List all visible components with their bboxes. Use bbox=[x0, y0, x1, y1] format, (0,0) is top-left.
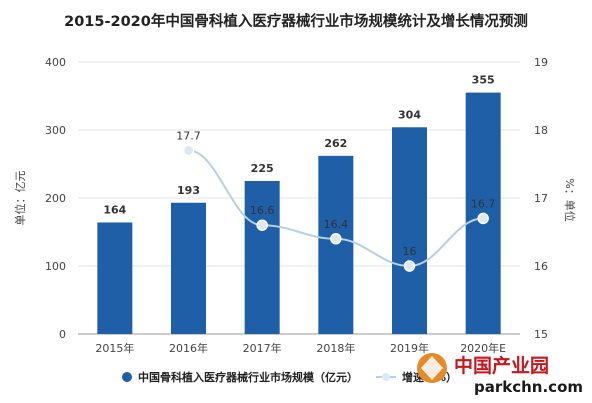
growth-point bbox=[256, 219, 268, 231]
bar-value-label: 355 bbox=[472, 74, 495, 87]
x-tick-label: 2015年 bbox=[95, 341, 134, 355]
bar bbox=[318, 155, 354, 334]
y-tick-label: 0 bbox=[59, 328, 66, 341]
bar bbox=[392, 127, 427, 334]
growth-point bbox=[403, 260, 416, 272]
legend-line-point bbox=[382, 373, 390, 381]
growth-value-label: 16.4 bbox=[324, 218, 349, 231]
bar-value-label: 304 bbox=[398, 108, 421, 121]
growth-value-label: 16.6 bbox=[250, 204, 275, 217]
y-tick-label: 200 bbox=[45, 192, 66, 205]
logo-url: parkchn.com bbox=[474, 378, 583, 396]
y-axis-label: 单位：亿元 bbox=[13, 171, 27, 226]
logo-text: 中国产业园 bbox=[454, 354, 549, 377]
x-tick-label: 2018年 bbox=[316, 341, 355, 355]
x-tick-label: 2019年 bbox=[390, 341, 429, 355]
growth-point bbox=[182, 144, 195, 157]
legend: 中国骨科植入医疗器械行业市场规模（亿元）增速（%） bbox=[122, 370, 457, 384]
y2-tick-label: 19 bbox=[534, 56, 548, 69]
y2-tick-label: 15 bbox=[534, 328, 548, 341]
logo: 中国产业园 parkchn.com bbox=[417, 353, 583, 396]
growth-value-label: 16.7 bbox=[471, 197, 496, 210]
growth-value-label: 16 bbox=[403, 245, 417, 258]
logo-icon-mark bbox=[421, 356, 443, 380]
y2-axis-label: %：单位 bbox=[563, 178, 577, 221]
bar-value-label: 164 bbox=[103, 203, 126, 216]
x-tick-label: 2020年E bbox=[460, 341, 506, 355]
axes: 0 100 200 300 400 15 16 17 18 19 2015年 2016年 2017年 20… bbox=[45, 56, 548, 355]
chart-title: 2015-2020年中国骨科植入医疗器械行业市场规模统计及增长情况预测 bbox=[64, 12, 528, 30]
y-tick-label: 100 bbox=[45, 260, 66, 273]
growth-value-label: 17.7 bbox=[176, 129, 201, 142]
y2-tick-label: 16 bbox=[534, 260, 548, 273]
legend-bar-marker bbox=[122, 372, 132, 382]
bars bbox=[97, 92, 501, 334]
growth-line bbox=[182, 144, 489, 272]
x-tick-label: 2016年 bbox=[169, 341, 208, 355]
data-labels: 164 193 225 262 304 355 17.7 16.6 16.4 16 16.7 bbox=[103, 74, 495, 258]
growth-point bbox=[330, 233, 342, 245]
y2-tick-label: 17 bbox=[534, 192, 548, 205]
bar-value-label: 262 bbox=[324, 137, 347, 150]
legend-bar-label: 中国骨科植入医疗器械行业市场规模（亿元） bbox=[138, 370, 358, 384]
bar bbox=[244, 181, 280, 334]
y-tick-label: 300 bbox=[45, 124, 66, 137]
gridlines bbox=[78, 61, 520, 335]
y-tick-label: 400 bbox=[45, 56, 66, 69]
x-tick-label: 2017年 bbox=[243, 341, 282, 355]
bar-value-label: 225 bbox=[251, 162, 274, 175]
bar-value-label: 193 bbox=[177, 184, 200, 197]
growth-point bbox=[477, 212, 489, 225]
bar bbox=[97, 222, 133, 334]
y2-tick-label: 18 bbox=[534, 124, 548, 137]
bar bbox=[171, 202, 206, 334]
